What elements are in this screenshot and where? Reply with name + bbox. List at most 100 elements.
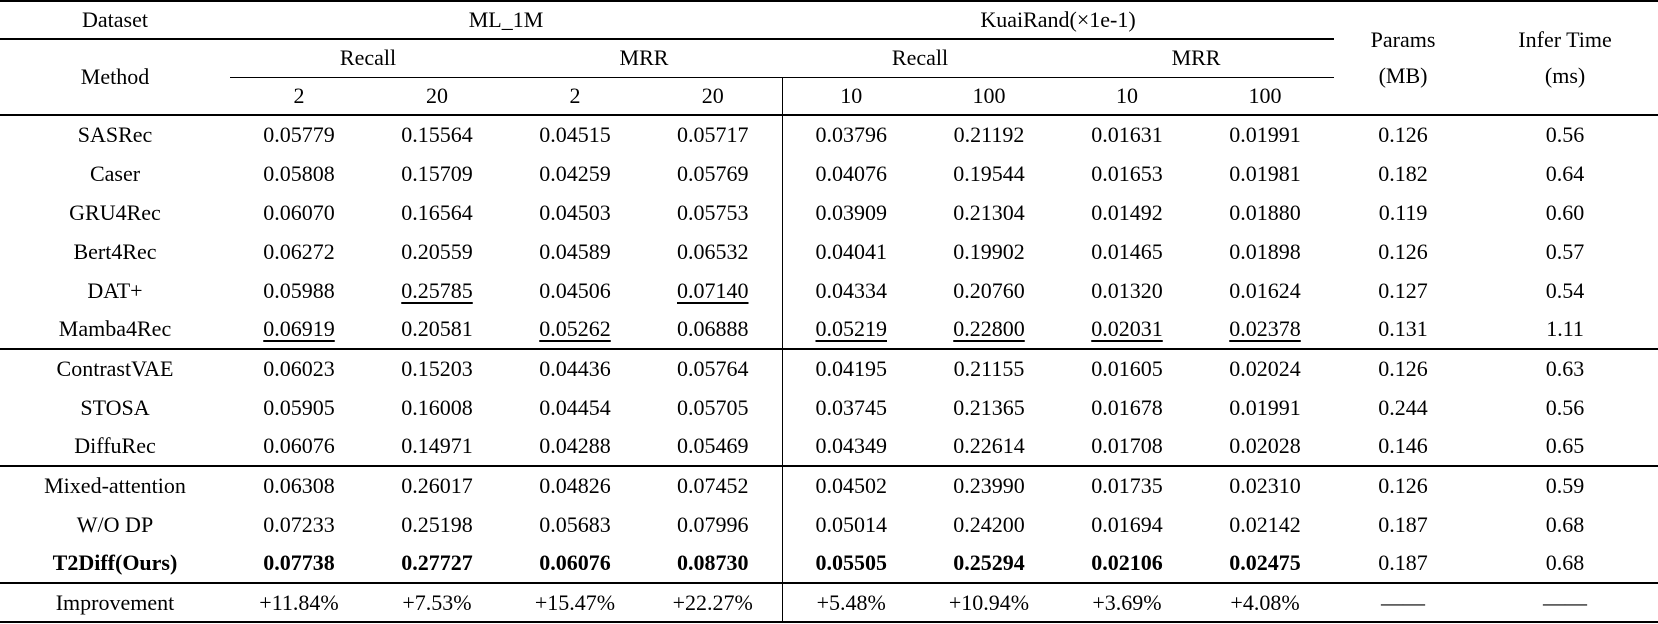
metric-cell: 0.02310	[1229, 473, 1301, 498]
params-cell: 0.187	[1334, 544, 1473, 584]
params-header-cell: Params (MB)	[1334, 1, 1473, 116]
metric-cell: 0.06076	[230, 427, 368, 467]
metric-cell: 0.04506	[539, 277, 611, 303]
params-cell: 0.131	[1334, 310, 1473, 350]
metric-cell: 0.05769	[677, 160, 749, 186]
metric-cell: +22.27%	[672, 589, 753, 615]
infer-time-header-line2: (ms)	[1544, 63, 1586, 88]
metric-cell: 0.03909	[781, 193, 920, 232]
metric-cell: 0.05779	[263, 122, 335, 147]
infer-time-cell: ——	[1543, 589, 1588, 615]
method-cell: GRU4Rec	[69, 199, 161, 225]
metric-cell: 0.02031	[1058, 310, 1196, 350]
infer-time-cell: 0.63	[1545, 356, 1585, 381]
metric-header-ml1m-mrr: MRR	[506, 39, 782, 78]
metric-cell: 0.06070	[263, 199, 335, 225]
method-cell: Mixed-attention	[44, 473, 186, 498]
metric-cell: 0.25785	[401, 277, 473, 303]
params-cell: 0.119	[1378, 199, 1428, 225]
metric-cell: 0.20760	[953, 277, 1025, 303]
metric-cell: 0.22800	[920, 310, 1058, 350]
method-cell: Bert4Rec	[73, 238, 157, 264]
metric-cell: 0.02024	[1229, 356, 1301, 381]
metric-cell: 0.07452	[677, 473, 749, 498]
method-cell: DiffuRec	[0, 427, 230, 467]
metric-cell: 0.01465	[1091, 238, 1163, 264]
method-cell: Mamba4Rec	[0, 310, 230, 350]
metric-cell: 0.20559	[401, 238, 473, 264]
params-cell: 0.244	[1378, 394, 1428, 420]
metric-header-kuairand-recall: Recall	[782, 39, 1058, 78]
metric-cell: 0.15564	[401, 122, 473, 147]
infer-time-cell: 0.65	[1472, 427, 1658, 467]
metric-cell: 0.01991	[1229, 122, 1301, 147]
metric-cell: 0.02106	[1058, 544, 1196, 584]
k-header-ml1m-mrr-20: 20	[644, 77, 782, 116]
metric-cell: 0.08730	[644, 544, 782, 584]
metric-cell: 0.05705	[677, 394, 749, 420]
header-row-metrics: Method Recall MRR Recall MRR	[0, 39, 1658, 116]
metric-cell: +11.84%	[259, 589, 339, 615]
metric-cell: 0.04454	[539, 394, 611, 420]
params-cell: 0.146	[1334, 427, 1473, 467]
metric-cell: 0.05905	[263, 394, 335, 420]
metric-cell: +10.94%	[948, 589, 1030, 615]
params-cell: 0.187	[1378, 511, 1428, 537]
table-body: SASRec 0.05779 0.15564 0.04515 0.05717 0.0379…	[0, 115, 1658, 622]
metric-cell: 0.03796	[781, 115, 920, 154]
metric-cell: 0.06076	[506, 544, 644, 584]
infer-time-header-line1: Infer Time	[1518, 27, 1612, 52]
metric-cell: 0.07996	[677, 511, 749, 537]
metric-cell: 0.05753	[677, 199, 749, 225]
k-header-ml1m-recall-20: 20	[368, 77, 506, 116]
metric-cell: 0.15709	[401, 160, 473, 186]
method-cell: Improvement	[55, 589, 175, 615]
metric-cell: 0.23990	[953, 473, 1025, 498]
table-row: DiffuRec 0.06076 0.14971 0.04288 0.05469 0.04…	[0, 427, 1658, 467]
metric-cell: +3.69%	[1092, 589, 1162, 615]
metric-cell: 0.04259	[539, 160, 611, 186]
metric-cell: 0.05014	[781, 505, 920, 544]
metric-cell: 0.01694	[1091, 511, 1163, 537]
params-cell: 0.127	[1378, 277, 1428, 303]
metric-cell: 0.21192	[953, 122, 1025, 147]
table-row: T2Diff(Ours) 0.07738 0.27727 0.06076 0.08730…	[0, 544, 1658, 584]
infer-time-cell: 0.64	[1545, 160, 1585, 186]
metric-cell: 0.01991	[1229, 394, 1301, 420]
metric-cell: 0.16008	[401, 394, 473, 420]
params-cell: 0.126	[1378, 473, 1428, 498]
metric-cell: 0.07233	[263, 511, 335, 537]
infer-time-cell: 0.60	[1545, 199, 1585, 225]
k-header-kuairand-recall-100: 100	[920, 77, 1058, 116]
metric-cell: 0.04826	[539, 473, 611, 498]
metric-cell: 0.01678	[1091, 394, 1163, 420]
metric-cell: 0.04589	[539, 238, 611, 264]
table-row: ContrastVAE 0.06023 0.15203 0.04436 0.05764 0…	[0, 349, 1658, 388]
method-cell: Caser	[89, 160, 141, 186]
metric-cell: 0.04334	[781, 271, 920, 310]
metric-cell: 0.05764	[677, 356, 749, 381]
metric-cell: 0.01605	[1091, 356, 1163, 381]
infer-time-cell: 0.68	[1545, 511, 1585, 537]
infer-time-header-cell: Infer Time (ms)	[1472, 1, 1658, 116]
method-cell: SASRec	[77, 122, 153, 147]
metric-cell: 0.24200	[953, 511, 1025, 537]
metric-cell: 0.06919	[230, 310, 368, 350]
infer-time-cell: 1.11	[1472, 310, 1658, 350]
params-cell: 0.182	[1378, 160, 1428, 186]
metric-cell: 0.06308	[263, 473, 335, 498]
metric-cell: 0.06023	[263, 356, 335, 381]
metric-cell: 0.22614	[920, 427, 1058, 467]
metric-cell: 0.03745	[781, 388, 920, 427]
metric-cell: 0.01624	[1229, 277, 1301, 303]
metric-cell: 0.01735	[1091, 473, 1163, 498]
metric-cell: 0.05262	[506, 310, 644, 350]
metric-cell: 0.21304	[953, 199, 1025, 225]
table-row: SASRec 0.05779 0.15564 0.04515 0.05717 0.0379…	[0, 115, 1658, 154]
metric-cell: 0.05219	[781, 310, 920, 350]
params-cell: ——	[1381, 589, 1426, 615]
table-header: Dataset ML_1M KuaiRand(×1e-1) Params (MB…	[0, 1, 1658, 116]
infer-time-cell: 0.59	[1545, 473, 1585, 498]
method-header-cell: Method	[0, 39, 230, 116]
metric-header-kuairand-mrr: MRR	[1058, 39, 1335, 78]
